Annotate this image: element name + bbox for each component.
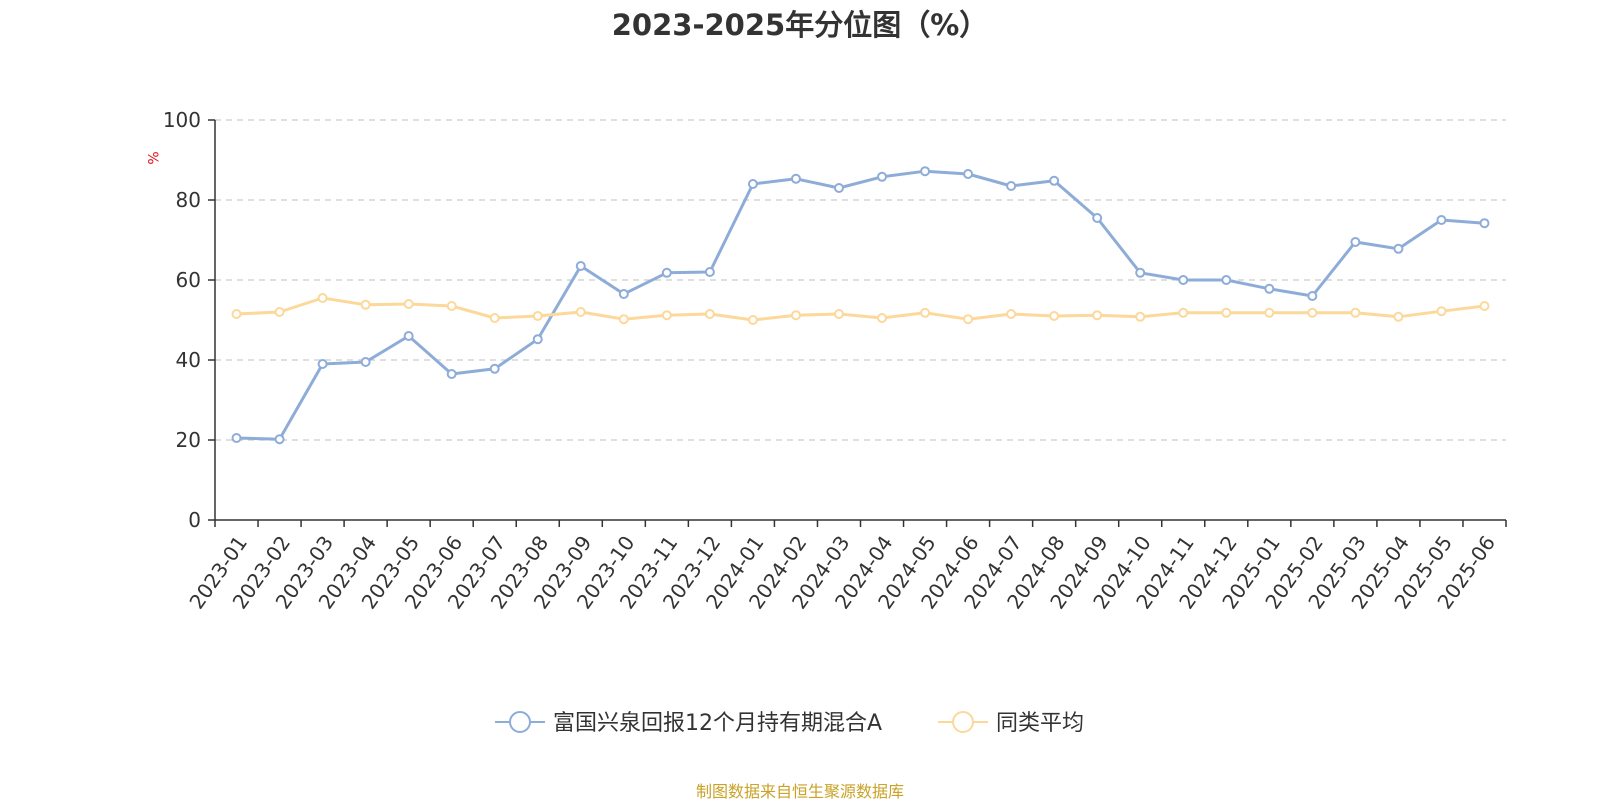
series-1-point [704,267,715,277]
series-2-point [274,307,285,317]
series-1-point [1006,181,1017,191]
y-tick-label: 60 [176,268,201,292]
series-2-point [1264,307,1275,318]
series-2-point [661,310,672,321]
series-2-point [1393,311,1404,322]
series-1-point [1479,218,1490,229]
series-1-point [231,433,242,443]
series-2-point [833,309,844,319]
series-2-point [489,313,500,323]
series-1-point [1264,283,1275,294]
series-1-point [1393,243,1404,254]
series-1-point [877,171,888,182]
series-1-point [403,331,414,341]
series-2-point [963,314,974,325]
series-1-point [274,434,285,445]
legend-marker [952,711,974,733]
series-2-point [618,314,629,325]
series-1-point [1221,275,1232,285]
y-tick-label: 0 [188,508,201,532]
legend-label-2: 同类平均 [996,711,1084,736]
series-2-point [1479,301,1490,311]
series-2-point [1049,311,1060,321]
series-1-point [790,173,801,184]
series-1-point [532,334,543,345]
series-2-point [1350,307,1361,318]
y-tick-label: 80 [176,188,201,212]
series-1-point [1178,275,1189,285]
series-1-point [1049,175,1060,186]
series-2-point [403,299,414,309]
series-2-point [1135,311,1146,322]
source-note: 制图数据来自恒生聚源数据库 [695,782,904,801]
y-tick-label: 40 [176,348,201,372]
series-line-2 [236,296,1485,322]
series-1-point [618,289,629,299]
series-2-point [790,310,801,321]
series-1-point [575,261,586,271]
series-2-point [1436,306,1447,317]
series-1-point [1350,237,1361,247]
series-2-point [1092,310,1103,321]
series-1-point [833,183,844,193]
series-1-point [747,179,758,189]
series-1-point [1135,267,1146,278]
legend-label-1: 富国兴泉回报12个月持有期混合A [553,711,882,736]
series-1-point [489,363,500,374]
y-tick-label: 20 [176,428,201,452]
series-2-point [317,293,328,303]
series-2-point [360,299,371,310]
series-1-point [446,369,457,379]
series-1-point [1092,213,1103,223]
series-2-point [446,301,457,311]
series-1-point [1436,215,1447,225]
chart-title: 2023-2025年分位图（%） [611,8,989,42]
y-tick-label: 100 [163,108,201,132]
series-1-point [920,166,931,177]
series-2-point [532,311,543,321]
legend-marker [509,711,531,733]
series-2-point [704,309,715,319]
series-line-1 [236,169,1485,441]
series-1-point [360,357,371,367]
series-1-point [661,267,672,278]
series-2-point [1307,307,1318,318]
series-2-point [231,309,242,319]
series-2-point [877,313,888,323]
series-2-point [1006,309,1017,319]
series-2-point [1221,307,1232,318]
series-1-point [1307,291,1318,301]
series-1-point [963,169,974,179]
series-2-point [575,307,586,317]
series-2-point [747,315,758,325]
series-2-point [1178,307,1189,318]
series-2-point [920,307,931,318]
series-1-point [317,359,328,369]
